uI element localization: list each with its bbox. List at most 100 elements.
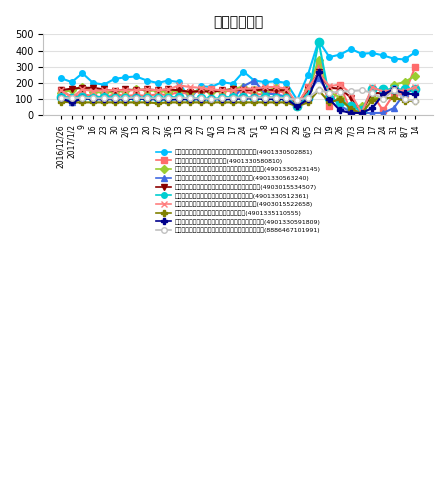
カルビー　ピザポテト　６３Ｇ(4901330580810) (90, 93, 96, 99)
カルビー　ポテトチップス　コンソメパンチ　６０Ｇ(4901330523145) (69, 87, 74, 93)
カルビー　堅あげポテト　うすしお味　６５Ｇ(4901330563240) (134, 95, 139, 101)
湖池屋　ポテトチップス　のり塩　６０Ｇ(4901335110555) (413, 98, 418, 104)
カルビー　ポテトチップス　のりしお　６０Ｇ(4901330512361) (359, 108, 364, 114)
カルビー　ポテトチップス　しあわせバター　６０Ｇ(4901330591809) (337, 108, 343, 114)
カルビー　ポテトチップス　コンソメパンチ　６０Ｇ(4901330523145) (166, 89, 171, 95)
カルビー　堅あげポテト　うすしお味　６５Ｇ(4901330563240) (58, 93, 64, 99)
カルビー　ポテトチップス　のりしお　６０Ｇ(4901330512361) (370, 86, 375, 92)
プリングルズ　サワークリーム＆オニオン　１１０Ｇ(8886467101991) (144, 95, 150, 101)
カルビー　ピザポテト　６３Ｇ(4901330580810) (198, 87, 203, 93)
カルビー　ポテトチップス　うすしお味　６０Ｇ(4901330502881) (166, 78, 171, 83)
湖池屋　ポテトチップス　のり塩　６０Ｇ(4901335110555) (144, 99, 150, 105)
カルビー　ピザポテト　６３Ｇ(4901330580810) (380, 108, 386, 114)
カルビー　ポテトチップス　しあわせバター　６０Ｇ(4901330591809) (413, 91, 418, 97)
ヤマザキＢ　チップスター　うすしお味　１１５Ｇ(4903015534507) (380, 90, 386, 96)
カルビー　ポテトチップス　のりしお　６０Ｇ(4901330512361) (294, 103, 300, 109)
湖池屋　ポテトチップス　のり塩　６０Ｇ(4901335110555) (273, 99, 278, 105)
カルビー　ポテトチップス　しあわせバター　６０Ｇ(4901330591809) (284, 96, 289, 102)
カルビー　ポテトチップス　しあわせバター　６０Ｇ(4901330591809) (380, 91, 386, 97)
Line: 湖池屋　ポテトチップス　のり塩　６０Ｇ(4901335110555): 湖池屋 ポテトチップス のり塩 ６０Ｇ(4901335110555) (57, 87, 419, 117)
カルビー　ポテトチップス　うすしお味　６０Ｇ(4901330502881) (402, 56, 407, 62)
Line: カルビー　ポテトチップス　コンソメパンチ　６０Ｇ(4901330523145): カルビー ポテトチップス コンソメパンチ ６０Ｇ(4901330523145) (58, 57, 418, 112)
カルビー　ポテトチップス　コンソメパンチ　６０Ｇ(4901330523145) (370, 95, 375, 101)
カルビー　ポテトチップス　しあわせバター　６０Ｇ(4901330591809) (209, 96, 214, 102)
カルビー　ポテトチップス　しあわせバター　６０Ｇ(4901330591809) (177, 96, 182, 102)
カルビー　ピザポテト　６３Ｇ(4901330580810) (144, 93, 150, 99)
カルビー　ポテトチップス　コンソメパンチ　６０Ｇ(4901330523145) (241, 84, 246, 90)
カルビー　ポテトチップス　コンソメパンチ　６０Ｇ(4901330523145) (391, 82, 396, 87)
ヤマザキＢ　チップスター　うすしお味　５０Ｇ(4903015522658) (80, 86, 85, 92)
ヤマザキＢ　チップスター　うすしお味　５０Ｇ(4903015522658) (251, 85, 257, 91)
カルビー　堅あげポテト　うすしお味　６５Ｇ(4901330563240) (166, 97, 171, 103)
カルビー　ポテトチップス　コンソメパンチ　６０Ｇ(4901330523145) (348, 106, 353, 112)
カルビー　堅あげポテト　うすしお味　６５Ｇ(4901330563240) (380, 110, 386, 116)
Line: プリングルズ　サワークリーム＆オニオン　１１０Ｇ(8886467101991): プリングルズ サワークリーム＆オニオン １１０Ｇ(8886467101991) (58, 87, 418, 104)
カルビー　ポテトチップス　のりしお　６０Ｇ(4901330512361) (348, 103, 353, 109)
ヤマザキＢ　チップスター　うすしお味　５０Ｇ(4903015522658) (273, 84, 278, 90)
ヤマザキＢ　チップスター　うすしお味　５０Ｇ(4903015522658) (402, 88, 407, 94)
カルビー　堅あげポテト　うすしお味　６５Ｇ(4901330563240) (251, 78, 257, 83)
湖池屋　ポテトチップス　のり塩　６０Ｇ(4901335110555) (112, 99, 117, 105)
湖池屋　ポテトチップス　のり塩　６０Ｇ(4901335110555) (380, 95, 386, 101)
カルビー　ピザポテト　６３Ｇ(4901330580810) (241, 88, 246, 94)
ヤマザキＢ　チップスター　うすしお味　１１５Ｇ(4903015534507) (273, 87, 278, 93)
カルビー　ポテトチップス　のりしお　６０Ｇ(4901330512361) (413, 86, 418, 92)
プリングルズ　サワークリーム＆オニオン　１１０Ｇ(8886467101991) (187, 95, 193, 101)
カルビー　ポテトチップス　しあわせバター　６０Ｇ(4901330591809) (262, 96, 267, 102)
湖池屋　ポテトチップス　のり塩　６０Ｇ(4901335110555) (90, 99, 96, 105)
プリングルズ　サワークリーム＆オニオン　１１０Ｇ(8886467101991) (380, 96, 386, 102)
カルビー　ポテトチップス　うすしお味　６０Ｇ(4901330502881) (380, 52, 386, 58)
プリングルズ　サワークリーム＆オニオン　１１０Ｇ(8886467101991) (305, 94, 310, 100)
ヤマザキＢ　チップスター　うすしお味　１１５Ｇ(4903015534507) (413, 85, 418, 91)
カルビー　堅あげポテト　うすしお味　６５Ｇ(4901330563240) (284, 94, 289, 100)
カルビー　ポテトチップス　のりしお　６０Ｇ(4901330512361) (402, 86, 407, 92)
ヤマザキＢ　チップスター　うすしお味　５０Ｇ(4903015522658) (348, 90, 353, 96)
カルビー　ポテトチップス　うすしお味　６０Ｇ(4901330502881) (327, 54, 332, 60)
カルビー　ポテトチップス　のりしお　６０Ｇ(4901330512361) (316, 39, 321, 44)
カルビー　ポテトチップス　のりしお　６０Ｇ(4901330512361) (112, 94, 117, 100)
プリングルズ　サワークリーム＆オニオン　１１０Ｇ(8886467101991) (327, 90, 332, 96)
カルビー　ポテトチップス　うすしお味　６０Ｇ(4901330502881) (220, 79, 225, 85)
ヤマザキＢ　チップスター　うすしお味　１１５Ｇ(4903015534507) (123, 86, 128, 92)
湖池屋　ポテトチップス　のり塩　６０Ｇ(4901335110555) (370, 97, 375, 103)
プリングルズ　サワークリーム＆オニオン　１１０Ｇ(8886467101991) (284, 95, 289, 101)
カルビー　ピザポテト　６３Ｇ(4901330580810) (359, 108, 364, 114)
プリングルズ　サワークリーム＆オニオン　１１０Ｇ(8886467101991) (198, 95, 203, 101)
ヤマザキＢ　チップスター　うすしお味　５０Ｇ(4903015522658) (101, 87, 107, 93)
Line: カルビー　ポテトチップス　しあわせバター　６０Ｇ(4901330591809): カルビー ポテトチップス しあわせバター ６０Ｇ(4901330591809) (57, 69, 419, 117)
プリングルズ　サワークリーム＆オニオン　１１０Ｇ(8886467101991) (413, 98, 418, 104)
カルビー　ポテトチップス　しあわせバター　６０Ｇ(4901330591809) (155, 96, 160, 102)
カルビー　ポテトチップス　うすしお味　６０Ｇ(4901330502881) (123, 74, 128, 80)
ヤマザキＢ　チップスター　うすしお味　１１５Ｇ(4903015534507) (112, 88, 117, 94)
カルビー　ポテトチップス　コンソメパンチ　６０Ｇ(4901330523145) (337, 94, 343, 100)
カルビー　ポテトチップス　しあわせバター　６０Ｇ(4901330591809) (348, 110, 353, 116)
プリングルズ　サワークリーム＆オニオン　１１０Ｇ(8886467101991) (337, 89, 343, 95)
カルビー　堅あげポテト　うすしお味　６５Ｇ(4901330563240) (209, 96, 214, 102)
カルビー　ポテトチップス　うすしお味　６０Ｇ(4901330502881) (144, 78, 150, 83)
カルビー　堅あげポテト　うすしお味　６５Ｇ(4901330563240) (177, 96, 182, 102)
ヤマザキＢ　チップスター　うすしお味　１１５Ｇ(4903015534507) (90, 85, 96, 91)
湖池屋　ポテトチップス　のり塩　６０Ｇ(4901335110555) (187, 99, 193, 105)
カルビー　ポテトチップス　のりしお　６０Ｇ(4901330512361) (327, 94, 332, 100)
カルビー　ピザポテト　６３Ｇ(4901330580810) (251, 91, 257, 97)
カルビー　ピザポテト　６３Ｇ(4901330580810) (69, 94, 74, 100)
ヤマザキＢ　チップスター　うすしお味　５０Ｇ(4903015522658) (209, 86, 214, 92)
プリングルズ　サワークリーム＆オニオン　１１０Ｇ(8886467101991) (166, 95, 171, 101)
カルビー　堅あげポテト　うすしお味　６５Ｇ(4901330563240) (273, 91, 278, 97)
カルビー　堅あげポテト　うすしお味　６５Ｇ(4901330563240) (327, 91, 332, 97)
ヤマザキＢ　チップスター　うすしお味　１１５Ｇ(4903015534507) (187, 89, 193, 95)
ヤマザキＢ　チップスター　うすしお味　１１５Ｇ(4903015534507) (134, 87, 139, 93)
カルビー　ピザポテト　６３Ｇ(4901330580810) (391, 91, 396, 97)
カルビー　ポテトチップス　うすしお味　６０Ｇ(4901330502881) (80, 70, 85, 76)
湖池屋　ポテトチップス　のり塩　６０Ｇ(4901335110555) (69, 99, 74, 105)
湖池屋　ポテトチップス　のり塩　６０Ｇ(4901335110555) (348, 106, 353, 112)
カルビー　ポテトチップス　うすしお味　６０Ｇ(4901330502881) (90, 80, 96, 86)
カルビー　ポテトチップス　コンソメパンチ　６０Ｇ(4901330523145) (262, 89, 267, 95)
カルビー　ピザポテト　６３Ｇ(4901330580810) (187, 91, 193, 97)
カルビー　ポテトチップス　しあわせバター　６０Ｇ(4901330591809) (134, 95, 139, 101)
ヤマザキＢ　チップスター　うすしお味　１１５Ｇ(4903015534507) (230, 86, 236, 92)
カルビー　ポテトチップス　のりしお　６０Ｇ(4901330512361) (391, 86, 396, 92)
カルビー　ポテトチップス　のりしお　６０Ｇ(4901330512361) (380, 86, 386, 92)
ヤマザキＢ　チップスター　うすしお味　５０Ｇ(4903015522658) (413, 84, 418, 90)
カルビー　ピザポテト　６３Ｇ(4901330580810) (337, 82, 343, 88)
